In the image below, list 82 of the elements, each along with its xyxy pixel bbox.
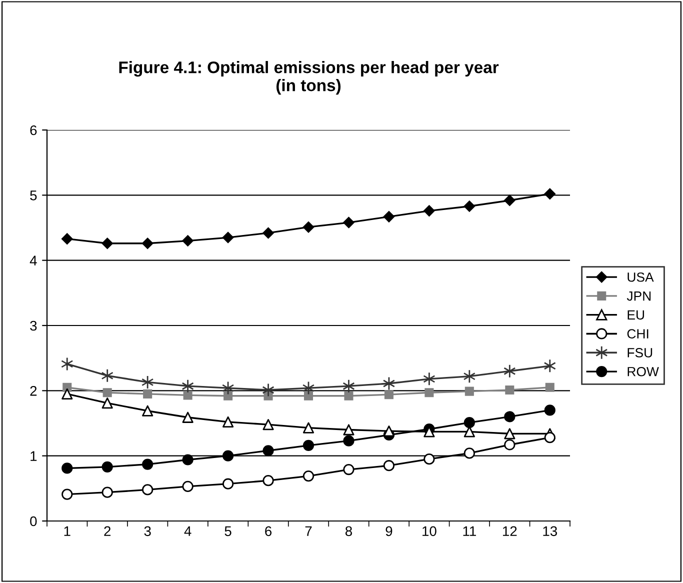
- point: [464, 426, 475, 438]
- legend-label: USA: [628, 272, 654, 282]
- legend-label: CHI: [627, 329, 648, 338]
- point: [544, 404, 556, 416]
- point: [342, 379, 355, 394]
- point: [102, 461, 113, 472]
- point: [463, 369, 476, 384]
- point: [262, 383, 274, 397]
- point: [142, 405, 154, 416]
- point: [222, 416, 234, 428]
- point: [262, 418, 274, 430]
- point: [545, 382, 554, 392]
- x-tick-label: 9: [386, 526, 392, 536]
- point: [62, 388, 73, 400]
- x-tick-label: 2: [104, 526, 111, 536]
- y-tick-label: 3: [30, 320, 37, 331]
- point: [505, 386, 514, 395]
- x-tick-label: 6: [265, 526, 272, 536]
- point: [102, 238, 113, 249]
- point: [224, 391, 233, 400]
- legend-label: EU: [628, 310, 644, 320]
- y-tick-label: 2: [30, 386, 37, 396]
- point: [262, 445, 274, 456]
- point: [464, 200, 476, 212]
- point: [182, 379, 194, 394]
- point: [101, 368, 114, 383]
- point: [343, 216, 354, 228]
- legend-label: FSU: [628, 348, 652, 358]
- point: [222, 450, 234, 462]
- y-tick-label: 6: [30, 125, 37, 136]
- chart-title: Figure 4.1: Optimal emissions per head per year (in tons): [119, 61, 499, 95]
- x-tick-label: 3: [144, 526, 151, 536]
- point: [424, 388, 434, 398]
- point: [182, 412, 194, 423]
- x-tick-label: 13: [543, 526, 557, 536]
- point: [544, 358, 556, 373]
- point: [262, 227, 274, 239]
- y-tick-label: 4: [30, 256, 37, 266]
- x-tick-label: 7: [305, 526, 312, 536]
- point: [504, 428, 516, 440]
- point: [424, 205, 435, 216]
- point: [504, 411, 516, 422]
- y-tick-label: 0: [30, 516, 37, 526]
- x-tick-label: 4: [184, 526, 192, 536]
- point: [304, 391, 314, 400]
- point: [464, 386, 474, 396]
- legend-label: ROW: [628, 366, 659, 376]
- point: [62, 462, 73, 474]
- x-tick-label: 5: [224, 526, 232, 536]
- point: [504, 194, 516, 206]
- y-tick-label: 1: [30, 451, 37, 461]
- point: [61, 357, 74, 371]
- point: [423, 372, 436, 386]
- point: [141, 375, 154, 390]
- point: [102, 388, 112, 398]
- point: [302, 221, 314, 233]
- point: [183, 390, 192, 400]
- point: [222, 232, 234, 244]
- point: [343, 435, 354, 446]
- x-tick-label: 11: [463, 526, 476, 536]
- point: [383, 211, 395, 222]
- point: [344, 391, 354, 400]
- y-tick-label: 5: [30, 190, 37, 200]
- legend-label: JPN: [626, 291, 651, 301]
- point: [302, 422, 314, 434]
- x-tick-label: 10: [422, 526, 436, 536]
- point: [182, 454, 194, 466]
- point: [464, 417, 475, 428]
- point: [142, 238, 154, 249]
- point: [142, 458, 154, 470]
- x-tick-label: 1: [64, 526, 70, 536]
- x-tick-label: 12: [502, 526, 517, 536]
- point: [143, 389, 152, 398]
- point: [384, 390, 394, 400]
- point: [62, 233, 73, 244]
- point: [182, 235, 194, 246]
- point: [302, 440, 314, 451]
- point: [504, 364, 516, 378]
- point: [343, 424, 354, 436]
- x-tick-label: 8: [345, 526, 352, 536]
- point: [102, 397, 113, 409]
- point: [544, 188, 556, 200]
